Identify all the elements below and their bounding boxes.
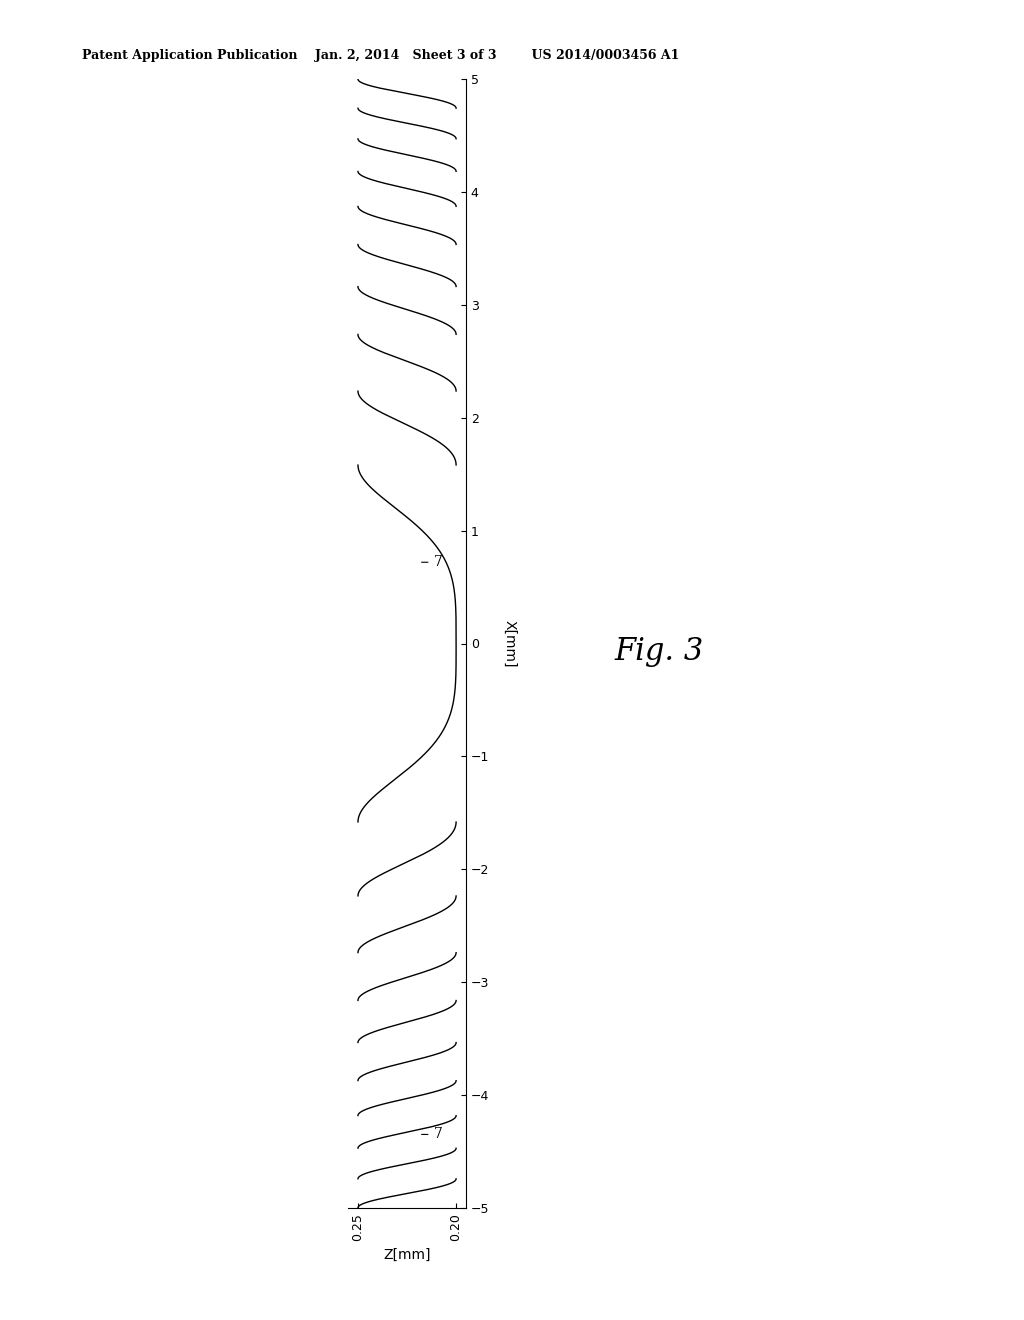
Text: 7: 7 <box>422 556 442 569</box>
Text: Fig. 3: Fig. 3 <box>614 636 703 667</box>
Y-axis label: X[mm]: X[mm] <box>503 620 517 667</box>
X-axis label: Z[mm]: Z[mm] <box>383 1247 431 1262</box>
Text: 7: 7 <box>422 1127 442 1142</box>
Text: Patent Application Publication    Jan. 2, 2014   Sheet 3 of 3        US 2014/000: Patent Application Publication Jan. 2, 2… <box>82 49 679 62</box>
